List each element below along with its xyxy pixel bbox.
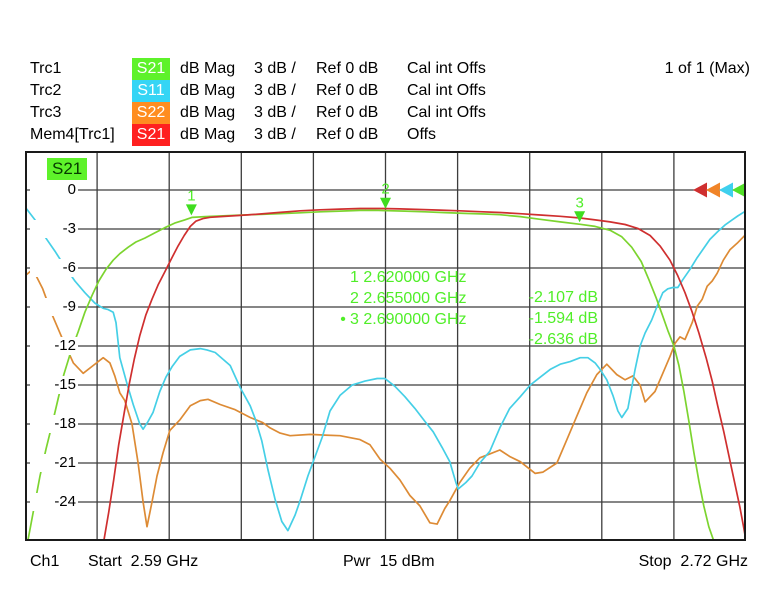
trace-param-chip[interactable]: S11: [132, 80, 170, 102]
trace-mem4-trc1-s21: [102, 207, 747, 542]
trace-marker-number: 1: [187, 187, 195, 204]
trace-param-chip[interactable]: S21: [132, 58, 170, 80]
trace-cal-status: Cal int Offs: [407, 104, 486, 121]
trace-trc1-s21: [26, 209, 715, 542]
trace-cal-status: Cal int Offs: [407, 82, 486, 99]
trace-cal-status: Cal int Offs: [407, 60, 486, 77]
trace-row-trc3[interactable]: Trc3 S22 dB Mag 3 dB / Ref 0 dB Cal int …: [0, 102, 781, 124]
chart-svg[interactable]: 1 2 3: [24, 150, 747, 542]
trace-marker-number: 3: [575, 194, 583, 211]
trace-row-trc1[interactable]: Trc1 S21 dB Mag 3 dB / Ref 0 dB Cal int …: [0, 58, 781, 80]
trace-ref: Ref 0 dB: [316, 60, 379, 77]
marker-value: -2.107 dB: [528, 289, 598, 306]
ref-level-arrow[interactable]: [732, 182, 746, 198]
marker-frequency: 3 2.690000 GHz: [350, 311, 467, 328]
trace-format: dB Mag: [180, 82, 236, 99]
trace-name: Trc1: [30, 60, 62, 77]
ref-level-arrow[interactable]: [706, 182, 720, 198]
marker-frequency: 2 2.655000 GHz: [350, 290, 467, 307]
trace-name: Mem4[Trc1]: [30, 126, 115, 143]
trace-scale: 3 dB /: [254, 60, 296, 77]
chart-area[interactable]: 1 2 3: [24, 150, 747, 542]
active-marker-bullet: •: [340, 311, 346, 328]
trace-marker-1[interactable]: [185, 204, 197, 216]
trace-name: Trc3: [30, 104, 62, 121]
trace-name: Trc2: [30, 82, 62, 99]
y-axis-label: -21: [30, 454, 78, 472]
trace-ref: Ref 0 dB: [316, 82, 379, 99]
trace-format: dB Mag: [180, 60, 236, 77]
trace-scale: 3 dB /: [254, 126, 296, 143]
marker-readout-row[interactable]: 1 2.620000 GHz -2.107 dB: [0, 248, 598, 306]
marker-readout-row[interactable]: 2 2.655000 GHz -1.594 dB: [0, 269, 598, 327]
trace-scale: 3 dB /: [254, 82, 296, 99]
marker-value: -2.636 dB: [528, 331, 598, 348]
marker-readout-row[interactable]: • 3 2.690000 GHz -2.636 dB: [0, 290, 598, 348]
trace-trc3-s22: [24, 233, 747, 528]
trace-marker-2[interactable]: [380, 197, 391, 209]
y-axis-label: -6: [30, 259, 78, 277]
power-label: Pwr 15 dBm: [343, 553, 435, 570]
trace-marker-number: 2: [381, 181, 389, 198]
trace-ref: Ref 0 dB: [316, 126, 379, 143]
marker-frequency: 1 2.620000 GHz: [350, 269, 467, 286]
grid: [24, 150, 747, 542]
trace-trc2-s11: [24, 206, 747, 532]
y-axis-label: 0: [30, 181, 78, 199]
y-axis-label: -3: [30, 220, 78, 238]
marker-value: -1.594 dB: [528, 310, 598, 327]
stop-frequency-label: Stop 2.72 GHz: [638, 553, 748, 570]
trace-param-chip[interactable]: S22: [132, 102, 170, 124]
channel-label: Ch1: [30, 553, 60, 570]
trace-ref: Ref 0 dB: [316, 104, 379, 121]
trace-format: dB Mag: [180, 104, 236, 121]
y-axis-label: -15: [30, 376, 78, 394]
trace-row-mem4[interactable]: Mem4[Trc1] S21 dB Mag 3 dB / Ref 0 dB Of…: [0, 124, 781, 146]
active-trace-label[interactable]: S21: [47, 158, 88, 180]
page-indicator: 1 of 1 (Max): [664, 60, 750, 77]
y-axis-label: -12: [30, 337, 78, 355]
trace-cal-status: Offs: [407, 126, 437, 143]
chart-border: [25, 151, 746, 541]
ref-level-arrow[interactable]: [693, 182, 707, 198]
y-axis-label: -9: [30, 298, 78, 316]
trace-param-chip[interactable]: S21: [132, 124, 170, 146]
trace-format: dB Mag: [180, 126, 236, 143]
trace-row-trc2[interactable]: Trc2 S11 dB Mag 3 dB / Ref 0 dB Cal int …: [0, 80, 781, 102]
ref-level-arrow[interactable]: [719, 182, 733, 198]
start-frequency-label: Start 2.59 GHz: [88, 553, 199, 570]
y-axis-label: -24: [30, 493, 78, 511]
y-axis-label: -18: [30, 415, 78, 433]
trace-marker-3[interactable]: [574, 211, 586, 223]
trace-scale: 3 dB /: [254, 104, 296, 121]
